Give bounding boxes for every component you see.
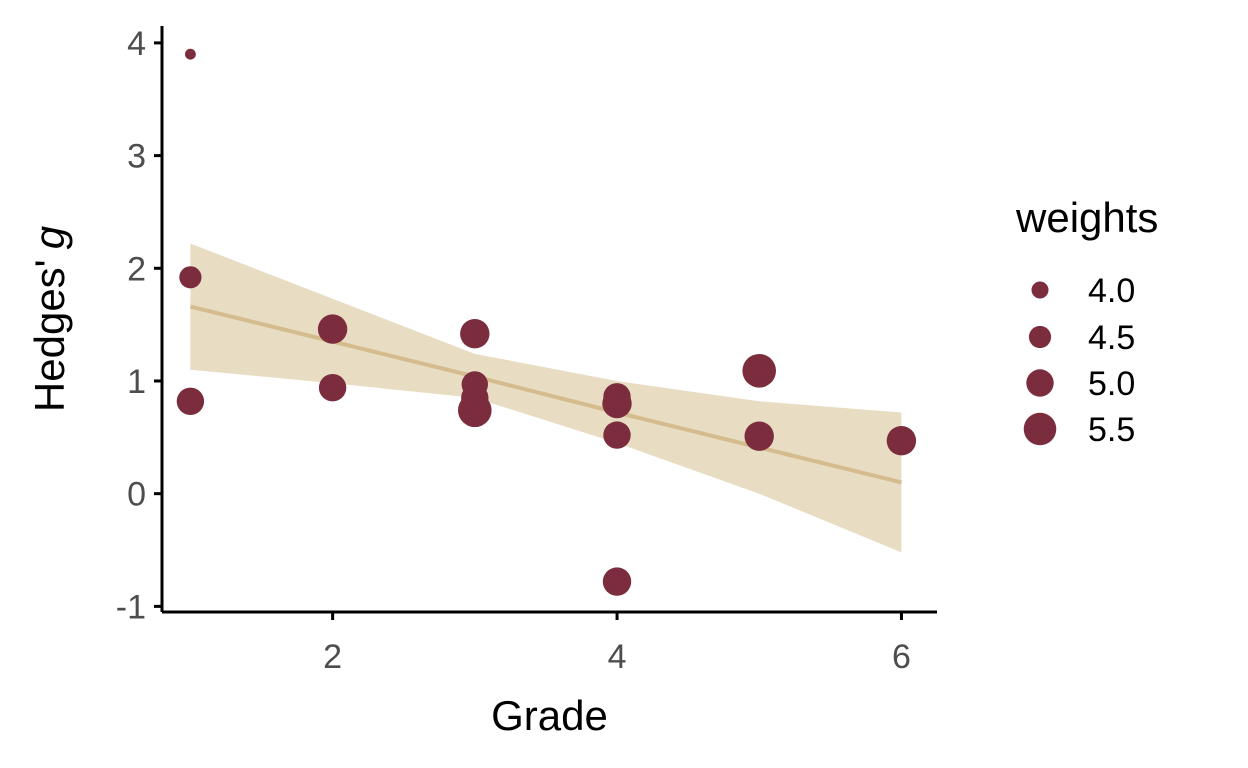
y-axis-ticks: -1 0 1 2 3 4	[116, 25, 162, 626]
legend-key-3	[1026, 369, 1054, 397]
data-point-12	[603, 421, 631, 449]
legend-label-3: 5.0	[1088, 365, 1135, 403]
x-tick-label: 6	[892, 638, 911, 676]
y-tick-label: 2	[127, 250, 146, 288]
data-point-1	[185, 48, 196, 60]
data-point-16	[886, 426, 917, 456]
data-point-4	[317, 314, 348, 344]
data-point-3	[176, 387, 205, 415]
confidence-ribbon	[190, 243, 902, 553]
plot-panel	[176, 48, 917, 596]
data-point-5	[318, 374, 347, 402]
y-axis-title-main: Hedges'	[26, 259, 73, 412]
data-point-13	[602, 567, 632, 596]
data-point-2	[179, 266, 202, 289]
legend-entries: 4.0 4.5 5.0 5.5	[1023, 272, 1135, 449]
y-tick-label: 0	[127, 476, 146, 514]
data-point-15	[744, 421, 774, 451]
regression-line	[189, 304, 902, 485]
y-tick-label: 3	[127, 138, 146, 176]
legend-key-2	[1028, 325, 1052, 349]
data-point-6	[460, 319, 490, 349]
data-point-14	[742, 354, 776, 388]
x-axis-title: Grade	[491, 692, 608, 739]
legend-title: weights	[1015, 194, 1158, 241]
y-tick-label: 1	[127, 363, 146, 401]
x-tick-label: 2	[323, 638, 342, 676]
y-axis-title-symbol: g	[26, 226, 73, 249]
y-tick-label: -1	[116, 588, 146, 626]
data-point-11	[602, 388, 632, 419]
x-tick-label: 4	[608, 638, 627, 676]
legend-key-1	[1031, 281, 1049, 299]
data-points	[176, 48, 917, 596]
size-legend: weights 4.0 4.5 5.0 5.5	[1015, 194, 1158, 449]
data-point-9	[458, 393, 492, 428]
x-axis-ticks: 2 4 6	[323, 612, 911, 676]
y-axis-title: Hedges' g	[26, 226, 73, 412]
legend-label-2: 4.5	[1088, 319, 1135, 357]
legend-key-4	[1023, 412, 1057, 446]
legend-label-1: 4.0	[1088, 272, 1135, 310]
y-tick-label: 4	[127, 25, 146, 63]
axes: -1 0 1 2 3 4 2 4 6	[116, 25, 937, 676]
legend-label-4: 5.5	[1088, 411, 1135, 449]
